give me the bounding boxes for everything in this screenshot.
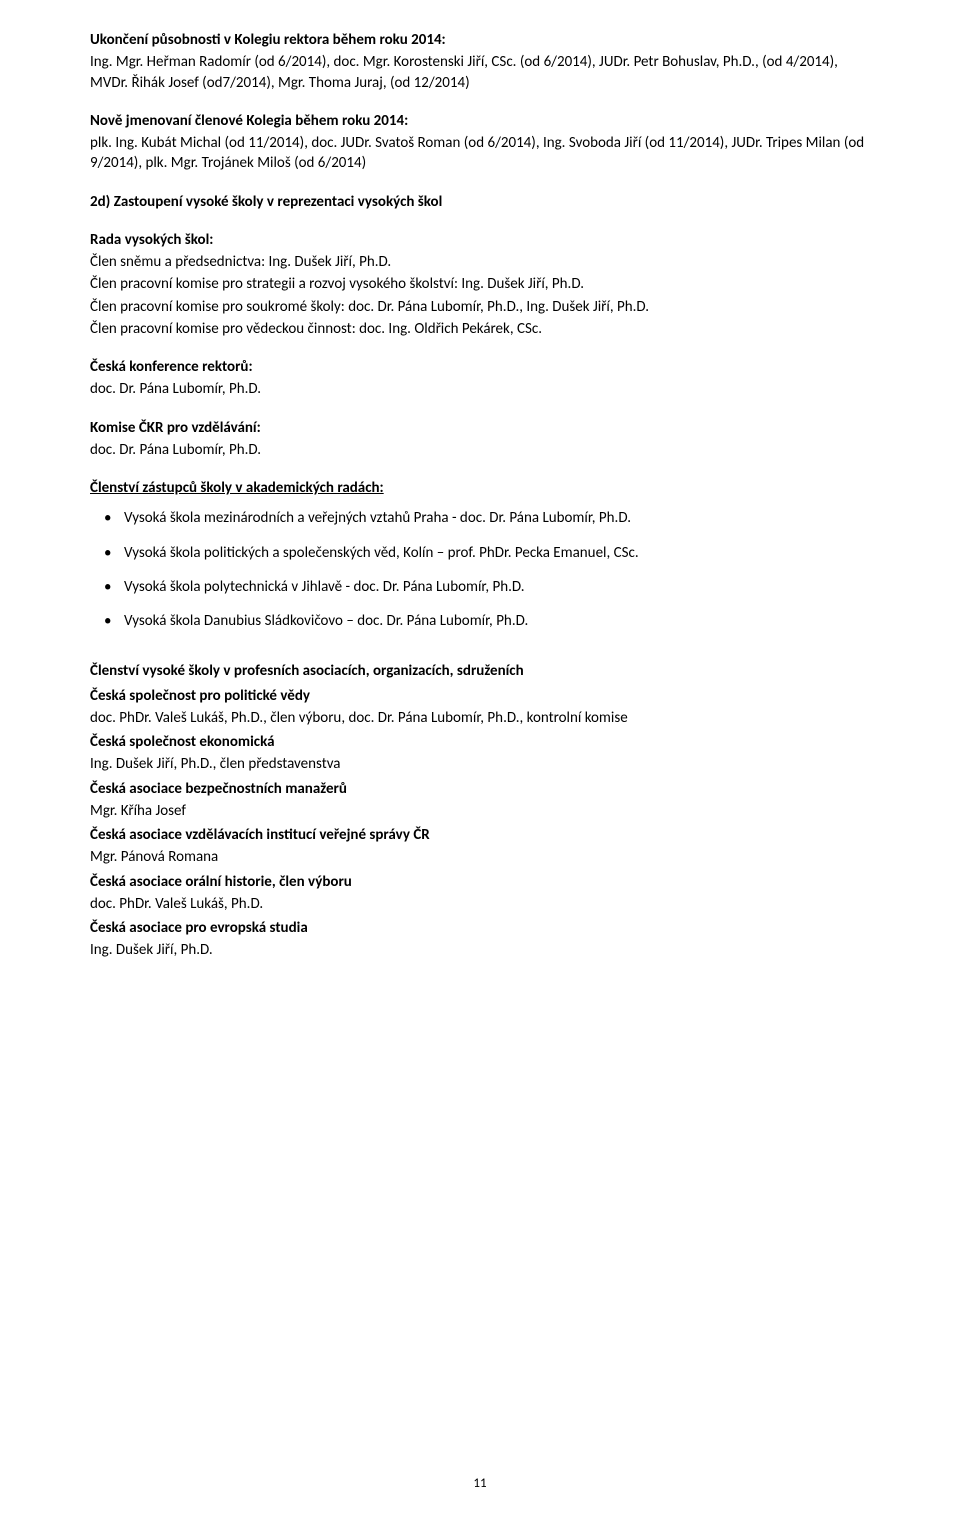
list-item: Vysoká škola polytechnická v Jihlavě - d… (90, 577, 870, 597)
section-ukonceni: Ukončení působnosti v Kolegiu rektora bě… (90, 30, 870, 93)
page-number: 11 (0, 1475, 960, 1493)
assoc-body: Ing. Dušek Jiří, Ph.D., člen představens… (90, 754, 870, 774)
assoc-body: Mgr. Pánová Romana (90, 847, 870, 867)
rada-line: Člen pracovní komise pro strategii a roz… (90, 274, 870, 294)
rada-line: Člen pracovní komise pro vědeckou činnos… (90, 319, 870, 339)
assoc-body: doc. PhDr. Valeš Lukáš, Ph.D. (90, 894, 870, 914)
assoc-title: Česká společnost ekonomická (90, 732, 870, 752)
list-item: Vysoká škola Danubius Sládkovičovo – doc… (90, 611, 870, 631)
section-body: plk. Ing. Kubát Michal (od 11/2014), doc… (90, 133, 870, 174)
komise-body: doc. Dr. Pána Lubomír, Ph.D. (90, 440, 870, 460)
section-nove: Nově jmenovaní členové Kolegia během rok… (90, 111, 870, 174)
rada-line: Člen pracovní komise pro soukromé školy:… (90, 297, 870, 317)
list-item: Vysoká škola mezinárodních a veřejných v… (90, 508, 870, 528)
section-title: Ukončení působnosti v Kolegiu rektora bě… (90, 30, 870, 50)
assoc-title: Česká asociace orální historie, člen výb… (90, 872, 870, 892)
assoc-body: Ing. Dušek Jiří, Ph.D. (90, 940, 870, 960)
section-title: Nově jmenovaní členové Kolegia během rok… (90, 111, 870, 131)
section-rada: Rada vysokých škol: Člen sněmu a předsed… (90, 230, 870, 339)
assoc-title: Česká asociace bezpečnostních manažerů (90, 779, 870, 799)
section-zastoupeni: 2d) Zastoupení vysoké školy v reprezenta… (90, 192, 870, 212)
assoc-list: Česká společnost pro politické vědy doc.… (90, 686, 870, 961)
section-ckr: Česká konference rektorů: doc. Dr. Pána … (90, 357, 870, 400)
ckr-body: doc. Dr. Pána Lubomír, Ph.D. (90, 379, 870, 399)
rada-title: Rada vysokých škol: (90, 230, 870, 250)
komise-title: Komise ČKR pro vzdělávání: (90, 418, 870, 438)
document-page: Ukončení působnosti v Kolegiu rektora bě… (0, 0, 960, 1513)
list-item: Vysoká škola politických a společenských… (90, 543, 870, 563)
assoc-title: Česká asociace vzdělávacích institucí ve… (90, 825, 870, 845)
prof-title: Členství vysoké školy v profesních asoci… (90, 661, 870, 681)
assoc-body: doc. PhDr. Valeš Lukáš, Ph.D., člen výbo… (90, 708, 870, 728)
section-title: 2d) Zastoupení vysoké školy v reprezenta… (90, 192, 870, 212)
clenstvi-rady-list: Vysoká škola mezinárodních a veřejných v… (90, 508, 870, 631)
assoc-title: Česká společnost pro politické vědy (90, 686, 870, 706)
section-komise: Komise ČKR pro vzdělávání: doc. Dr. Pána… (90, 418, 870, 461)
assoc-body: Mgr. Kříha Josef (90, 801, 870, 821)
assoc-title: Česká asociace pro evropská studia (90, 918, 870, 938)
section-body: Ing. Mgr. Heřman Radomír (od 6/2014), do… (90, 52, 870, 93)
clenstvi-rady-title: Členství zástupců školy v akademických r… (90, 478, 870, 498)
rada-line: Člen sněmu a předsednictva: Ing. Dušek J… (90, 252, 870, 272)
ckr-title: Česká konference rektorů: (90, 357, 870, 377)
